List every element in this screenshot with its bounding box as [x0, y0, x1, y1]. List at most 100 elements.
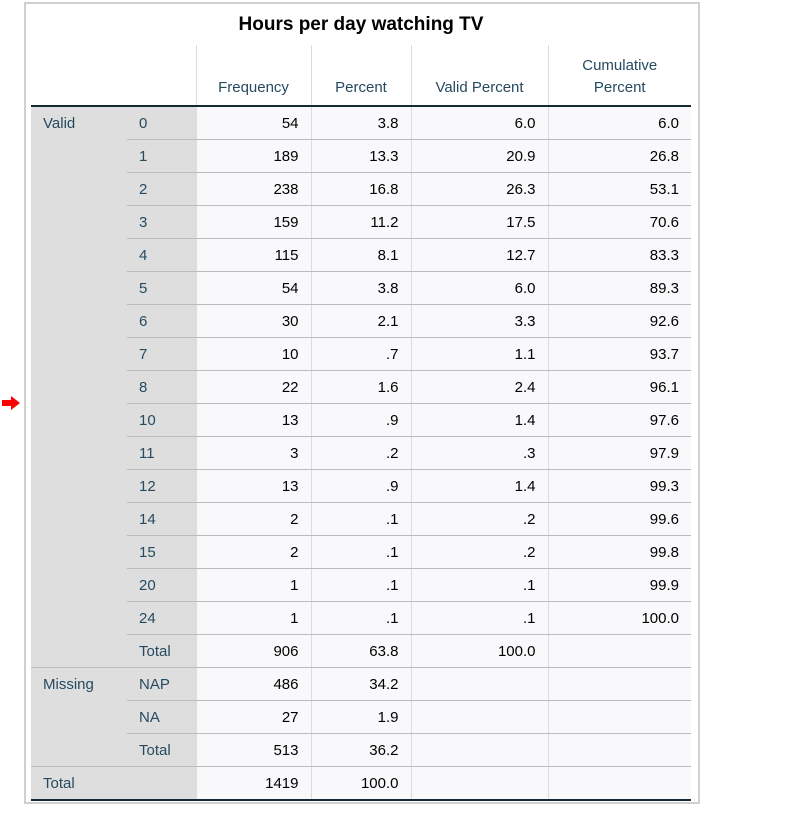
- cell-value: .9: [310, 469, 411, 503]
- cell-value: 1.6: [310, 370, 411, 404]
- cell-value: 70.6: [547, 205, 691, 239]
- cell-value: .1: [310, 535, 411, 569]
- row-label: NA: [127, 700, 196, 734]
- row-label: NAP: [127, 667, 196, 701]
- cell-value: 99.3: [547, 469, 691, 503]
- col-header-percent: Percent: [310, 45, 411, 107]
- row-group-label: [31, 700, 127, 734]
- row-label: 14: [127, 502, 196, 536]
- cell-value: 97.6: [547, 403, 691, 437]
- table-row: 15 2.1.2 99.8: [31, 535, 691, 569]
- cell-value: 22: [195, 370, 311, 404]
- cell-value: 2.1: [310, 304, 411, 338]
- cell-value: 6.0: [547, 106, 691, 140]
- cell-value: 96.1: [547, 370, 691, 404]
- row-group-label: [31, 205, 127, 239]
- cell-value: 13: [195, 469, 311, 503]
- cell-value: 238: [195, 172, 311, 206]
- cell-value: .2: [410, 535, 548, 569]
- cell-value: 26.3: [410, 172, 548, 206]
- cell-value: [410, 766, 548, 801]
- cell-value: 2: [195, 535, 311, 569]
- row-group-label: [31, 304, 127, 338]
- row-group-label: [31, 403, 127, 437]
- cell-value: 92.6: [547, 304, 691, 338]
- table-row: Missing NAP 486 34.2: [31, 667, 691, 701]
- cell-value: [547, 634, 691, 668]
- row-label: Total: [127, 733, 196, 767]
- cell-value: 99.9: [547, 568, 691, 602]
- row-label: 5: [127, 271, 196, 305]
- table-row: 7 10.7 1.1 93.7: [31, 337, 691, 371]
- row-label: 12: [127, 469, 196, 503]
- cell-value: 53.1: [547, 172, 691, 206]
- row-label: 1: [127, 139, 196, 173]
- cell-value: 30: [195, 304, 311, 338]
- row-group-label: [31, 436, 127, 470]
- red-arrow-icon[interactable]: [2, 396, 20, 410]
- cell-value: 3.8: [310, 106, 411, 140]
- cell-value: 6.0: [410, 106, 548, 140]
- table-row: 8 22 1.6 2.4 96.1: [31, 370, 691, 404]
- cell-value: 16.8: [310, 172, 411, 206]
- row-label: 2: [127, 172, 196, 206]
- cell-value: 10: [195, 337, 311, 371]
- cell-value: 3.3: [410, 304, 548, 338]
- cell-value: 100.0: [547, 601, 691, 635]
- cell-value: 99.6: [547, 502, 691, 536]
- cell-value: .1: [310, 502, 411, 536]
- table-row: Total 513 36.2: [31, 733, 691, 767]
- table-row: 14 2.1.2 99.6: [31, 502, 691, 536]
- cell-value: 513: [195, 733, 311, 767]
- cell-value: 54: [195, 106, 311, 140]
- cell-value: 54: [195, 271, 311, 305]
- cell-value: 27: [195, 700, 311, 734]
- cell-value: 1.1: [410, 337, 548, 371]
- cell-value: 3.8: [310, 271, 411, 305]
- row-label: 4: [127, 238, 196, 272]
- col-header-frequency: Frequency: [195, 45, 311, 107]
- row-label: 7: [127, 337, 196, 371]
- cell-value: .1: [410, 568, 548, 602]
- cell-value: 99.8: [547, 535, 691, 569]
- row-label: 20: [127, 568, 196, 602]
- col-header-cumulative-percent: Cumulative Percent: [547, 45, 691, 107]
- row-label: 24: [127, 601, 196, 635]
- table-row: 1 189 13.3 20.9 26.8: [31, 139, 691, 173]
- cell-value: 12.7: [410, 238, 548, 272]
- row-label: 8: [127, 370, 196, 404]
- cell-value: 89.3: [547, 271, 691, 305]
- cell-value: [410, 700, 548, 734]
- row-label: 0: [127, 106, 196, 140]
- row-group-label: Valid: [31, 106, 127, 140]
- table-row: NA 27 1.9: [31, 700, 691, 734]
- cell-value: 13: [195, 403, 311, 437]
- cell-value: 8.1: [310, 238, 411, 272]
- cell-value: 2.4: [410, 370, 548, 404]
- cell-value: 97.9: [547, 436, 691, 470]
- row-label: 11: [127, 436, 196, 470]
- row-group-label: Missing: [31, 667, 127, 701]
- cell-value: 189: [195, 139, 311, 173]
- cell-value: 1.4: [410, 469, 548, 503]
- cell-value: 17.5: [410, 205, 548, 239]
- table-row: Total 906 63.8 100.0: [31, 634, 691, 668]
- row-group-label: [31, 469, 127, 503]
- row-group-label: [31, 601, 127, 635]
- table-row: Valid 0 54 3.8 6.0 6.0: [31, 106, 691, 140]
- table-row: 10 13.9 1.4 97.6: [31, 403, 691, 437]
- row-group-label: [31, 337, 127, 371]
- table-title: Hours per day watching TV: [238, 14, 484, 35]
- cell-value: 13.3: [310, 139, 411, 173]
- cell-value: .2: [410, 502, 548, 536]
- cell-value: [410, 667, 548, 701]
- row-group-label: [31, 172, 127, 206]
- row-group-label: [31, 535, 127, 569]
- cell-value: 100.0: [310, 766, 411, 801]
- cell-value: 34.2: [310, 667, 411, 701]
- table-row: 3 159 11.2 17.5 70.6: [31, 205, 691, 239]
- cell-value: [547, 700, 691, 734]
- row-group-label: [31, 733, 127, 767]
- cell-value: .3: [410, 436, 548, 470]
- table-row-total: Total 1419 100.0: [31, 766, 691, 801]
